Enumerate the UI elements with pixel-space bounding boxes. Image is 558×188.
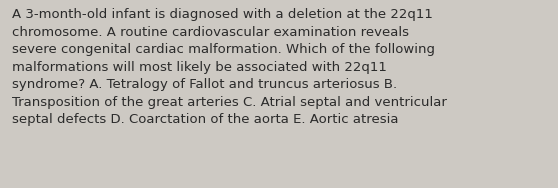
Text: A 3-month-old infant is diagnosed with a deletion at the 22q11
chromosome. A rou: A 3-month-old infant is diagnosed with a… [12, 8, 447, 127]
